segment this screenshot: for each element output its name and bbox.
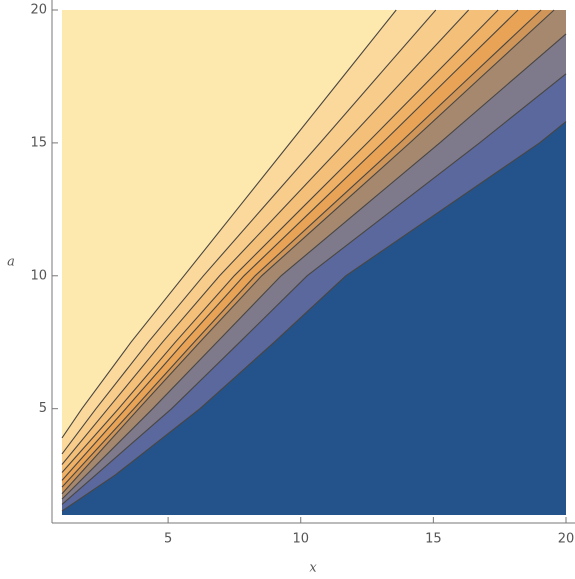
x-tick-label: 5	[164, 532, 172, 547]
y-tick-label: 10	[30, 268, 47, 283]
contour-line	[61, 9, 437, 455]
contour-line	[61, 9, 519, 481]
x-axis-title: x	[309, 561, 317, 576]
contour-line	[61, 73, 567, 505]
contour-line	[61, 9, 470, 465]
contour-line	[61, 121, 567, 512]
contour-line	[61, 33, 567, 500]
contour-band	[62, 10, 397, 438]
y-tick-label: 5	[39, 401, 47, 416]
y-tick-label: 20	[30, 3, 47, 18]
x-tick-label: 15	[425, 532, 442, 547]
y-axis-title: a	[7, 255, 15, 270]
contour-line	[61, 9, 397, 439]
y-tick-label: 15	[30, 135, 47, 150]
x-tick-label: 10	[292, 532, 309, 547]
contour-line	[61, 9, 555, 495]
x-tick-label: 20	[558, 532, 575, 547]
contour-line	[61, 9, 499, 473]
contour-line	[61, 9, 542, 488]
